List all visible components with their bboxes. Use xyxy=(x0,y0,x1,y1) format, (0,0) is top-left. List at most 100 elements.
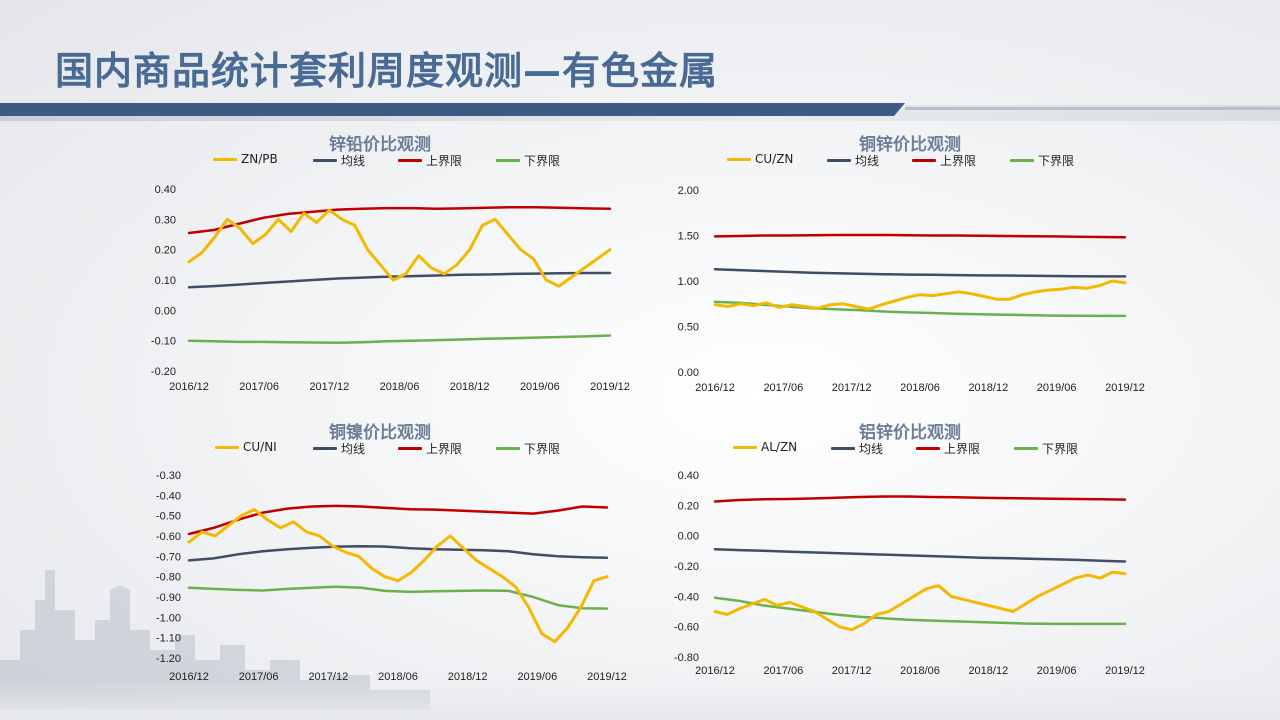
y-tick-label: 0.00 xyxy=(678,531,699,543)
y-tick-label: 0.20 xyxy=(678,500,699,512)
y-tick-label: -1.10 xyxy=(156,633,181,645)
y-tick-label: 0.40 xyxy=(678,470,699,482)
x-tick-label: 2016/12 xyxy=(695,665,735,677)
legend-label: 下界限 xyxy=(1042,442,1079,456)
y-tick-label: -0.60 xyxy=(674,622,699,634)
y-tick-label: -1.00 xyxy=(156,612,181,624)
x-tick-label: 2018/06 xyxy=(380,381,420,393)
series-line-ratio xyxy=(187,508,609,644)
series-line-lower xyxy=(713,596,1127,626)
plot-area: 2.00 1.50 1.00 0.50 0.00 2016/12 2017/06 2017/1… xyxy=(678,185,1145,394)
legend-item-lower: 下界限 xyxy=(496,440,560,457)
chart-title: 锌铅价比观测 xyxy=(329,135,431,155)
legend-item-mean: 均线 xyxy=(831,440,883,457)
x-tick-label: 2017/06 xyxy=(239,671,279,683)
y-tick-label: 0.30 xyxy=(155,214,176,226)
legend-label: 下界限 xyxy=(524,154,561,168)
x-tick-label: 2018/12 xyxy=(448,671,488,683)
x-tick-label: 2017/12 xyxy=(832,382,872,394)
x-tick-label: 2019/06 xyxy=(1037,382,1077,394)
x-tick-label: 2018/06 xyxy=(378,671,418,683)
y-tick-label: 1.50 xyxy=(678,231,699,243)
series-line-lower xyxy=(187,585,609,610)
legend-label: 均线 xyxy=(859,442,884,456)
y-tick-label: -0.50 xyxy=(156,511,181,523)
legend-swatch xyxy=(398,159,422,162)
legend-swatch xyxy=(213,157,237,161)
series-line-ratio xyxy=(713,279,1127,311)
legend-swatch xyxy=(831,447,855,450)
legend: CU/NI 均线 上界限 下界限 xyxy=(145,440,615,458)
y-tick-label: -0.60 xyxy=(156,531,181,543)
y-tick-label: 0.00 xyxy=(678,367,699,379)
legend-item-mean: 均线 xyxy=(313,440,365,457)
legend-swatch xyxy=(916,447,940,450)
x-tick-label: 2017/06 xyxy=(763,382,803,394)
legend-swatch xyxy=(727,157,751,161)
x-tick-label: 2016/12 xyxy=(169,671,209,683)
legend-item-upper: 上界限 xyxy=(912,152,976,169)
x-tick-label: 2017/06 xyxy=(763,665,803,677)
x-tick-label: 2018/06 xyxy=(900,382,940,394)
y-tick-label: -0.10 xyxy=(151,336,176,348)
title-underline-thin xyxy=(905,107,1280,110)
x-tick-label: 2019/06 xyxy=(517,671,557,683)
legend-label: ZN/PB xyxy=(241,152,278,166)
legend-swatch xyxy=(496,159,520,162)
y-tick-label: -0.90 xyxy=(156,592,181,604)
legend-item-ratio: AL/ZN xyxy=(733,440,797,454)
y-tick-label: -0.20 xyxy=(674,561,699,573)
series-line-lower xyxy=(187,334,612,345)
legend-label: 下界限 xyxy=(524,442,561,456)
y-tick-label: 0.10 xyxy=(155,275,176,287)
floor-decoration xyxy=(0,680,1280,720)
series-line-mean xyxy=(713,267,1127,278)
x-tick-label: 2017/12 xyxy=(832,665,872,677)
legend-label: 上界限 xyxy=(426,154,463,168)
legend-item-mean: 均线 xyxy=(827,152,879,169)
series-line-ratio xyxy=(187,208,612,288)
x-tick-label: 2018/06 xyxy=(900,665,940,677)
legend-label: 均线 xyxy=(855,154,880,168)
legend-swatch xyxy=(1014,447,1038,450)
legend: ZN/PB 均线 上界限 下界限 xyxy=(145,152,615,170)
legend-swatch xyxy=(313,447,337,450)
y-tick-label: -0.40 xyxy=(674,591,699,603)
series-line-mean xyxy=(187,544,609,562)
x-tick-label: 2019/12 xyxy=(587,671,627,683)
y-tick-label: -0.80 xyxy=(674,652,699,664)
legend-swatch xyxy=(733,445,757,449)
y-tick-label: 2.00 xyxy=(678,185,699,197)
x-tick-label: 2019/12 xyxy=(1105,665,1145,677)
x-tick-label: 2018/12 xyxy=(450,381,490,393)
legend-label: 上界限 xyxy=(944,442,981,456)
legend-label: CU/ZN xyxy=(755,152,794,166)
x-tick-label: 2019/12 xyxy=(590,381,630,393)
chart-cu-ni: 铜镍价比观测 CU/NI 均线 上界限 下界限 -0.30 -0.40 -0.50-… xyxy=(145,418,627,703)
x-tick-label: 2017/12 xyxy=(308,671,348,683)
legend-item-ratio: ZN/PB xyxy=(213,152,278,166)
x-tick-label: 2019/06 xyxy=(520,381,560,393)
legend-label: CU/NI xyxy=(243,440,277,454)
legend-swatch xyxy=(912,159,936,162)
legend-item-lower: 下界限 xyxy=(1010,152,1074,169)
y-tick-label: -0.30 xyxy=(156,470,181,482)
title-underline-bar xyxy=(0,103,905,116)
legend-item-lower: 下界限 xyxy=(496,152,560,169)
legend-item-upper: 上界限 xyxy=(398,152,462,169)
y-tick-label: -0.40 xyxy=(156,490,181,502)
chart-cu-zn: 铜锌价比观测 CU/ZN 均线 上界限 下界限 2.00 1.50 1.00 0.50… xyxy=(675,130,1145,415)
legend-swatch xyxy=(496,447,520,450)
legend-item-upper: 上界限 xyxy=(398,440,462,457)
x-tick-label: 2019/12 xyxy=(1105,382,1145,394)
legend-label: 上界限 xyxy=(940,154,977,168)
skyline-decoration xyxy=(0,570,430,710)
x-tick-label: 2016/12 xyxy=(169,381,209,393)
chart-title: 铝锌价比观测 xyxy=(859,423,961,443)
series-line-lower xyxy=(713,300,1127,318)
y-tick-label: -1.20 xyxy=(156,653,181,665)
series-line-ratio xyxy=(713,570,1127,632)
x-tick-label: 2016/12 xyxy=(695,382,735,394)
legend-swatch xyxy=(313,159,337,162)
